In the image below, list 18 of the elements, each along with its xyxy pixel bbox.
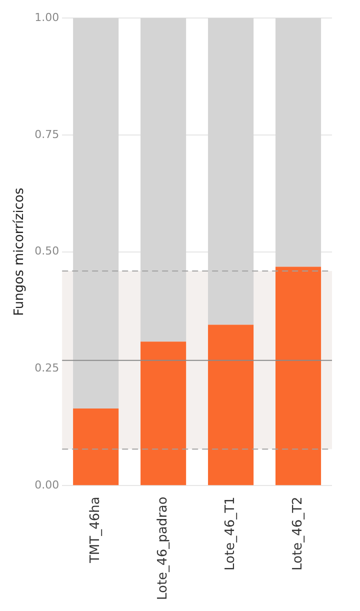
bar: [140, 342, 186, 486]
y-tick-label: 0.50: [34, 244, 60, 258]
x-tick-label: Lote_46_T2: [290, 496, 306, 570]
x-tick-label: TMT_46ha: [88, 496, 104, 564]
bar: [275, 18, 322, 267]
bar: [73, 408, 119, 486]
bar: [275, 266, 322, 486]
x-tick-label: Lote_46_T1: [223, 496, 238, 570]
bar: [73, 18, 119, 408]
bar: [208, 18, 254, 325]
y-tick-label: 0.25: [34, 362, 60, 375]
y-tick-label: 1.00: [34, 10, 60, 24]
bar: [140, 18, 186, 342]
y-axis-title: Fungos micorrízicos: [12, 188, 28, 316]
bar: [208, 324, 254, 486]
x-tick-label: Lote_46_padrao: [156, 496, 171, 600]
y-tick-label: 0.00: [34, 478, 60, 492]
y-tick-label: 0.75: [34, 128, 60, 141]
